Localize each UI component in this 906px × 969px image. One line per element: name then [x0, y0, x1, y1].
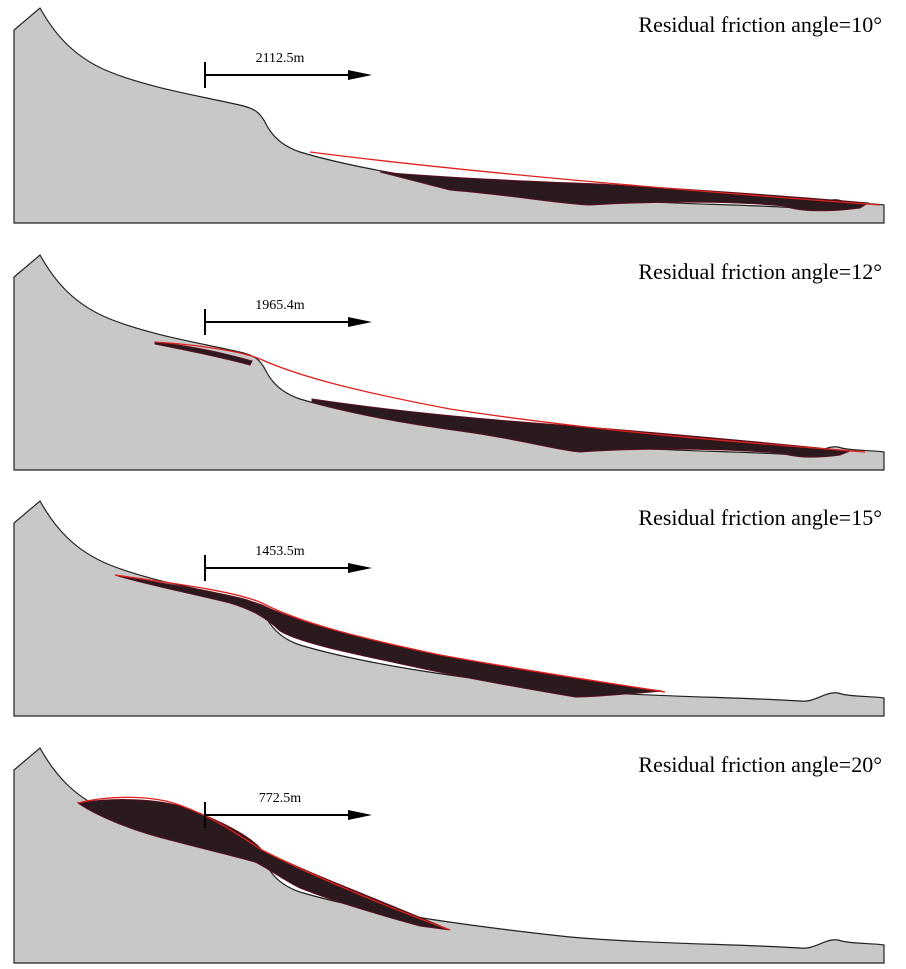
terrain — [14, 501, 884, 716]
panel-title: Residual friction angle=10° — [638, 12, 882, 37]
panel: 772.5m Residual friction angle=20° — [14, 748, 884, 963]
arrow-head — [348, 563, 372, 573]
arrow-head — [348, 810, 372, 820]
panel-title: Residual friction angle=12° — [638, 259, 882, 284]
terrain — [14, 8, 884, 223]
arrow-head — [348, 317, 372, 327]
panel: 1453.5m Residual friction angle=15° — [14, 501, 884, 716]
distance-label: 2112.5m — [256, 51, 305, 66]
distance-label: 1965.4m — [255, 298, 305, 313]
figure: 2112.5m Residual friction angle=10° 1965.4… — [0, 0, 906, 969]
distance-label: 772.5m — [259, 791, 302, 806]
panel: 2112.5m Residual friction angle=10° — [14, 8, 884, 223]
terrain — [14, 255, 884, 470]
panel-title: Residual friction angle=15° — [638, 505, 882, 530]
terrain — [14, 748, 884, 963]
arrow-head — [348, 70, 372, 80]
panel: 1965.4m Residual friction angle=12° — [14, 255, 884, 470]
panel-title: Residual friction angle=20° — [638, 752, 882, 777]
distance-label: 1453.5m — [255, 544, 305, 559]
